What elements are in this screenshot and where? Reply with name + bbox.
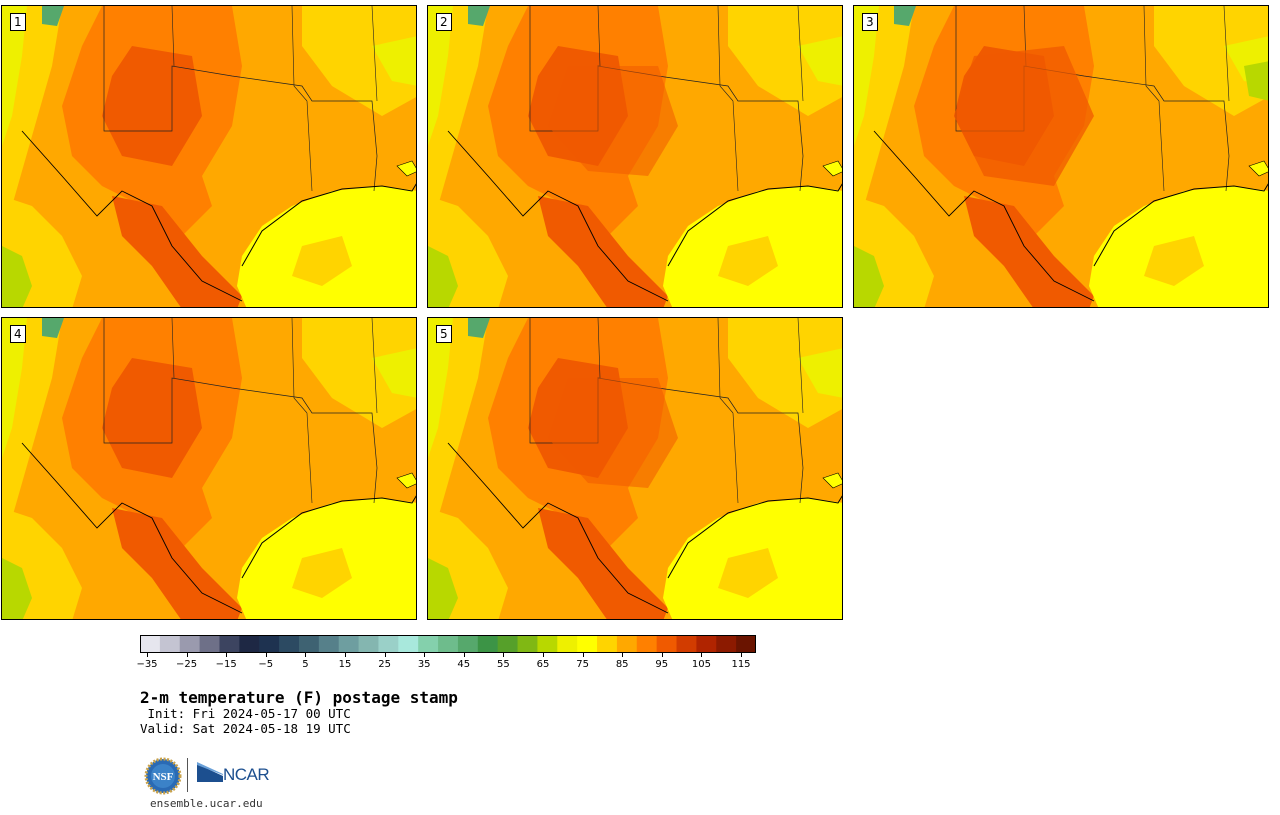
colorbar-tick-label: 15 bbox=[338, 659, 352, 670]
map-4 bbox=[2, 318, 417, 620]
colorbar-tick-label: −5 bbox=[258, 659, 274, 670]
colorbar-swatch bbox=[557, 635, 578, 653]
colorbar-swatch bbox=[676, 635, 697, 653]
colorbar-swatch bbox=[279, 635, 300, 653]
colorbar-swatch bbox=[179, 635, 201, 653]
valid-time: Valid: Sat 2024-05-18 19 UTC bbox=[140, 721, 351, 736]
colorbar-swatch bbox=[159, 635, 181, 653]
ncar-mark-icon bbox=[197, 762, 223, 782]
colorbar-tickmark bbox=[226, 653, 228, 657]
ncar-logo-text: NCAR bbox=[223, 765, 270, 784]
panel-number: 1 bbox=[10, 13, 26, 31]
colorbar-tickmark bbox=[384, 653, 386, 657]
colorbar-tick-label: −25 bbox=[176, 659, 198, 670]
colorbar-swatch bbox=[696, 635, 717, 653]
colorbar-tick-label: 115 bbox=[731, 659, 751, 670]
nsf-logo: NSF bbox=[144, 757, 182, 795]
colorbar-swatch bbox=[736, 635, 756, 653]
colorbar-tickmark bbox=[147, 653, 148, 657]
colorbar-swatch bbox=[577, 635, 598, 653]
panel-number: 2 bbox=[436, 13, 452, 31]
stamp-panel-4: 4 bbox=[1, 317, 417, 620]
colorbar-swatch bbox=[358, 635, 379, 653]
colorbar-tick-label: 5 bbox=[302, 659, 309, 670]
init-time: Init: Fri 2024-05-17 00 UTC bbox=[140, 706, 351, 721]
panel-number: 4 bbox=[10, 325, 26, 343]
colorbar-tickmark bbox=[463, 653, 465, 657]
colorbar-swatch bbox=[199, 635, 220, 653]
colorbar-swatch bbox=[597, 635, 618, 653]
colorbar-swatch bbox=[239, 635, 260, 653]
map-3 bbox=[854, 6, 1269, 308]
stamp-panel-2: 2 bbox=[427, 5, 843, 308]
colorbar-tick-label: 25 bbox=[378, 659, 391, 670]
colorbar bbox=[140, 635, 756, 653]
colorbar-tick-label: 85 bbox=[615, 659, 629, 670]
colorbar-tickmark bbox=[701, 653, 703, 657]
colorbar-tickmark bbox=[265, 653, 267, 657]
colorbar-tickmark bbox=[622, 653, 624, 657]
colorbar-swatch bbox=[418, 635, 439, 653]
colorbar-swatch bbox=[716, 635, 737, 653]
colorbar-swatch bbox=[616, 635, 638, 653]
colorbar-swatch bbox=[318, 635, 340, 653]
map-2 bbox=[428, 6, 843, 308]
colorbar-swatch bbox=[517, 635, 538, 653]
colorbar-swatch bbox=[438, 635, 459, 653]
colorbar-border bbox=[140, 635, 756, 653]
colorbar-tickmark bbox=[345, 653, 346, 657]
figure-title: 2-m temperature (F) postage stamp bbox=[140, 688, 458, 707]
colorbar-swatch bbox=[140, 635, 161, 653]
colorbar-tickmark bbox=[741, 653, 742, 657]
colorbar-swatch bbox=[497, 635, 519, 653]
stamp-panel-5: 5 bbox=[427, 317, 843, 620]
colorbar-swatch bbox=[398, 635, 419, 653]
colorbar-swatch bbox=[298, 635, 320, 653]
colorbar-swatch bbox=[219, 635, 240, 653]
colorbar-tick-label: 35 bbox=[417, 659, 431, 670]
colorbar-swatch bbox=[457, 635, 479, 653]
colorbar-swatch bbox=[378, 635, 399, 653]
colorbar-swatch bbox=[477, 635, 499, 653]
colorbar-tickmark bbox=[582, 653, 584, 657]
colorbar-tickmark bbox=[186, 653, 188, 657]
colorbar-tickmark bbox=[543, 653, 544, 657]
logo-divider bbox=[187, 758, 188, 792]
colorbar-tick-label: 75 bbox=[576, 659, 589, 670]
map-5 bbox=[428, 318, 843, 620]
colorbar-tick-label: 55 bbox=[497, 659, 510, 670]
panel-number: 3 bbox=[862, 13, 878, 31]
site-url: ensemble.ucar.edu bbox=[150, 797, 263, 810]
colorbar-tick-label: 105 bbox=[691, 659, 711, 670]
stamp-panel-3: 3 bbox=[853, 5, 1269, 308]
colorbar-tickmark bbox=[661, 653, 663, 657]
map-1 bbox=[2, 6, 417, 308]
colorbar-tick-label: 65 bbox=[536, 659, 550, 670]
colorbar-tick-label: −15 bbox=[215, 659, 237, 670]
colorbar-tick-label: 95 bbox=[655, 659, 669, 670]
colorbar-tickmark bbox=[424, 653, 426, 657]
colorbar-swatch bbox=[537, 635, 558, 653]
colorbar-swatch bbox=[259, 635, 280, 653]
colorbar-swatch bbox=[656, 635, 678, 653]
nsf-logo-text: NSF bbox=[153, 771, 174, 783]
colorbar-swatch bbox=[636, 635, 658, 653]
colorbar-tick-label: −35 bbox=[136, 659, 158, 670]
colorbar-tickmark bbox=[503, 653, 505, 657]
colorbar-tick-label: 45 bbox=[457, 659, 471, 670]
colorbar-swatch bbox=[338, 635, 360, 653]
stamp-panel-1: 1 bbox=[1, 5, 417, 308]
panel-number: 5 bbox=[436, 325, 452, 343]
colorbar-tickmark bbox=[305, 653, 307, 657]
